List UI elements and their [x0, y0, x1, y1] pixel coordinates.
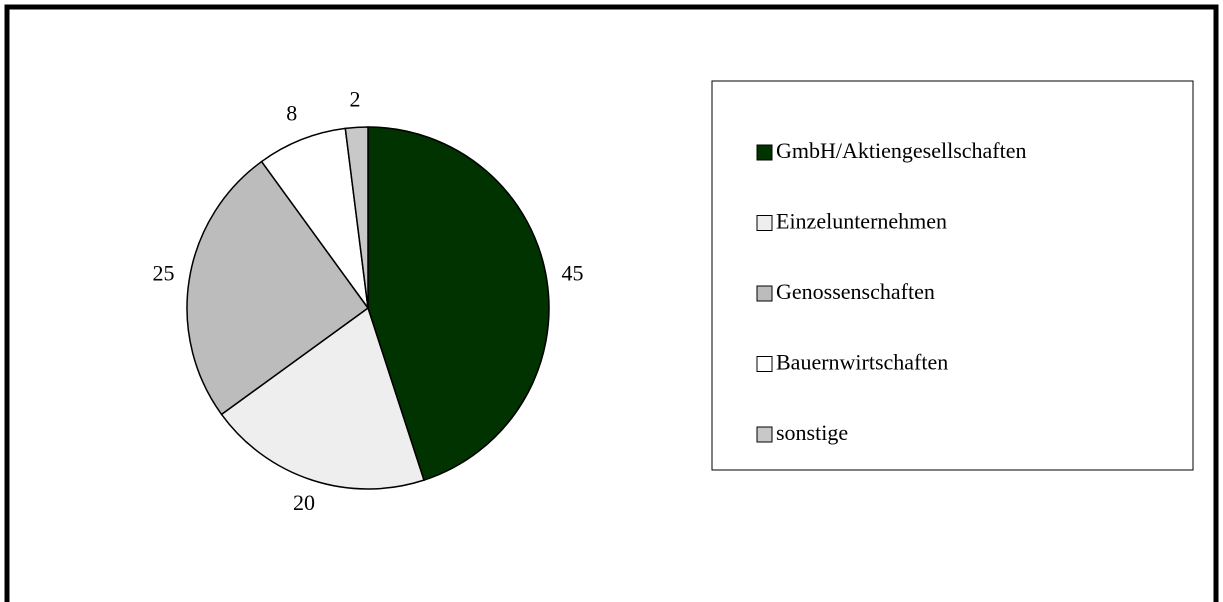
pie-slice — [344, 126, 369, 309]
data-label: 25 — [153, 261, 175, 286]
legend-box — [711, 80, 1194, 471]
pie-slice — [186, 160, 370, 416]
pie-slice — [260, 127, 369, 309]
legend-swatch — [756, 426, 773, 443]
legend-label: sonstige — [776, 420, 848, 445]
data-label: 2 — [350, 86, 361, 111]
legend-swatch — [756, 285, 773, 302]
legend-label: Genossenschaften — [776, 279, 935, 304]
legend-swatch — [756, 144, 773, 161]
data-label: 8 — [286, 101, 297, 126]
data-label: 45 — [561, 261, 583, 286]
legend-label: Einzelunternehmen — [776, 209, 947, 234]
legend-swatch — [756, 356, 773, 372]
legend-swatch — [756, 215, 773, 231]
pie-slice — [367, 126, 550, 482]
chart-frame — [4, 4, 1219, 602]
legend-label: GmbH/Aktiengesellschaften — [776, 138, 1027, 163]
pie-slice — [220, 306, 425, 490]
legend-label: Bauernwirtschaften — [776, 350, 948, 375]
data-label: 20 — [293, 490, 315, 515]
